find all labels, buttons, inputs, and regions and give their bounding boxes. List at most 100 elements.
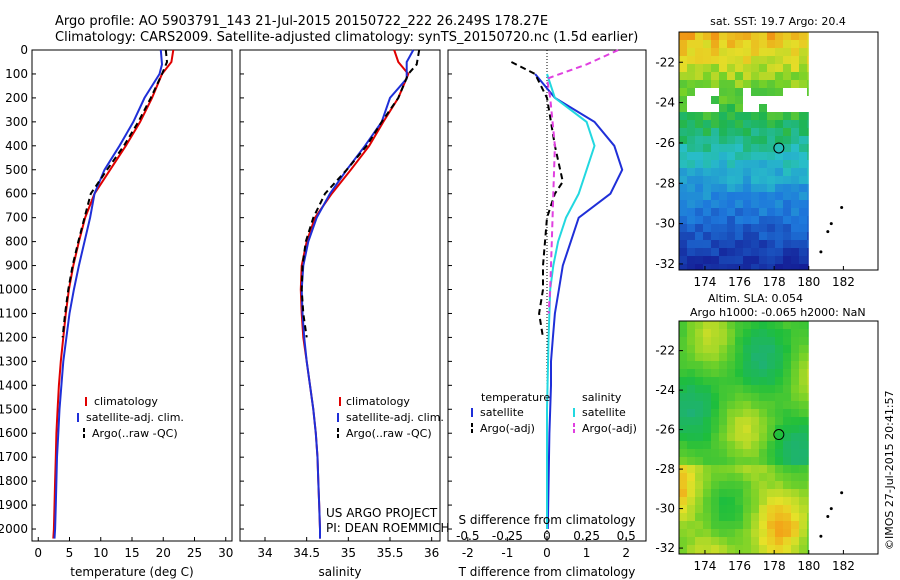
map-cell xyxy=(743,176,751,184)
map-cell xyxy=(783,449,791,457)
map-cell xyxy=(703,425,711,433)
map-cell xyxy=(695,369,703,377)
map-cell xyxy=(751,32,759,40)
map-cell xyxy=(759,168,767,176)
map-cell xyxy=(735,505,743,513)
map-cell xyxy=(767,88,775,96)
map-cell xyxy=(735,449,743,457)
map-cell xyxy=(799,457,807,465)
map-cell xyxy=(759,425,767,433)
map-cell xyxy=(687,521,695,529)
map-cell xyxy=(687,369,695,377)
map-cell xyxy=(743,80,751,88)
map-cell xyxy=(799,216,807,224)
map-cell xyxy=(799,369,807,377)
map-cell xyxy=(783,232,791,240)
map-cell xyxy=(735,473,743,481)
map-cell xyxy=(719,32,727,40)
map-cell xyxy=(751,457,759,465)
map-cell xyxy=(783,208,791,216)
map-cell xyxy=(791,329,799,337)
map-cell xyxy=(703,112,711,120)
map-cell xyxy=(791,433,799,441)
map-cell xyxy=(695,264,703,270)
lat-tick-label: -28 xyxy=(655,462,675,476)
map-cell xyxy=(735,128,743,136)
map-cell xyxy=(751,361,759,369)
map-cell xyxy=(759,521,767,529)
map-cell xyxy=(695,112,703,120)
map-cell xyxy=(735,441,743,449)
map-cell xyxy=(695,120,703,128)
map-cell xyxy=(767,168,775,176)
map-cell xyxy=(767,224,775,232)
map-cell xyxy=(791,545,799,553)
map-cell xyxy=(783,337,791,345)
map-cell xyxy=(687,473,695,481)
map-cell xyxy=(727,321,735,329)
map-cell xyxy=(743,200,751,208)
map-cell xyxy=(783,513,791,521)
map-cell xyxy=(719,216,727,224)
map-cell xyxy=(743,56,751,64)
map-cell xyxy=(799,112,807,120)
map-cell xyxy=(695,377,703,385)
map-cell xyxy=(767,216,775,224)
island-dot xyxy=(829,507,833,511)
map-cell xyxy=(711,545,719,553)
map-cell xyxy=(719,545,727,553)
map-cell xyxy=(751,264,759,270)
map-cell xyxy=(799,489,807,497)
map-cell xyxy=(791,264,799,270)
map-cell xyxy=(799,224,807,232)
map-cell xyxy=(719,48,727,56)
map-cell xyxy=(751,216,759,224)
map-cell xyxy=(791,457,799,465)
map-cell xyxy=(791,441,799,449)
map-cell xyxy=(791,505,799,513)
map-cell xyxy=(679,433,687,441)
map-cell xyxy=(679,409,687,417)
lat-tick-label: -24 xyxy=(655,96,675,110)
map-cell xyxy=(807,152,809,160)
map-cell xyxy=(767,152,775,160)
temperature-xlabel: temperature (deg C) xyxy=(70,565,193,579)
map-cell xyxy=(807,64,809,72)
map-cell xyxy=(759,184,767,192)
map-cell xyxy=(719,385,727,393)
map-cell xyxy=(679,160,687,168)
map-cell xyxy=(767,385,775,393)
map-cell xyxy=(751,184,759,192)
map-cell xyxy=(695,144,703,152)
map-cell xyxy=(703,441,711,449)
map-cell xyxy=(679,521,687,529)
map-cell xyxy=(703,545,711,553)
map-cell xyxy=(751,321,759,329)
map-cell xyxy=(743,537,751,545)
y-tick-label: 100 xyxy=(5,67,28,81)
map-cell xyxy=(775,481,783,489)
map-cell xyxy=(743,489,751,497)
map-cell xyxy=(791,513,799,521)
lat-tick-label: -28 xyxy=(655,176,675,190)
lat-tick-label: -32 xyxy=(655,257,675,271)
legend-satellite-adj: satellite-adj. clim. xyxy=(86,411,184,424)
map-cell xyxy=(695,208,703,216)
map-cell xyxy=(711,168,719,176)
map-cell xyxy=(759,345,767,353)
map-cell xyxy=(783,48,791,56)
map-cell xyxy=(775,256,783,264)
map-cell xyxy=(695,537,703,545)
map-cell xyxy=(703,152,711,160)
map-cell xyxy=(719,128,727,136)
map-cell xyxy=(703,144,711,152)
map-cell xyxy=(727,529,735,537)
map-cell xyxy=(703,136,711,144)
map-cell xyxy=(791,48,799,56)
map-cell xyxy=(735,497,743,505)
map-cell xyxy=(687,72,695,80)
map-cell xyxy=(711,369,719,377)
map-cell xyxy=(799,56,807,64)
map-cell xyxy=(783,216,791,224)
map-cell xyxy=(775,449,783,457)
